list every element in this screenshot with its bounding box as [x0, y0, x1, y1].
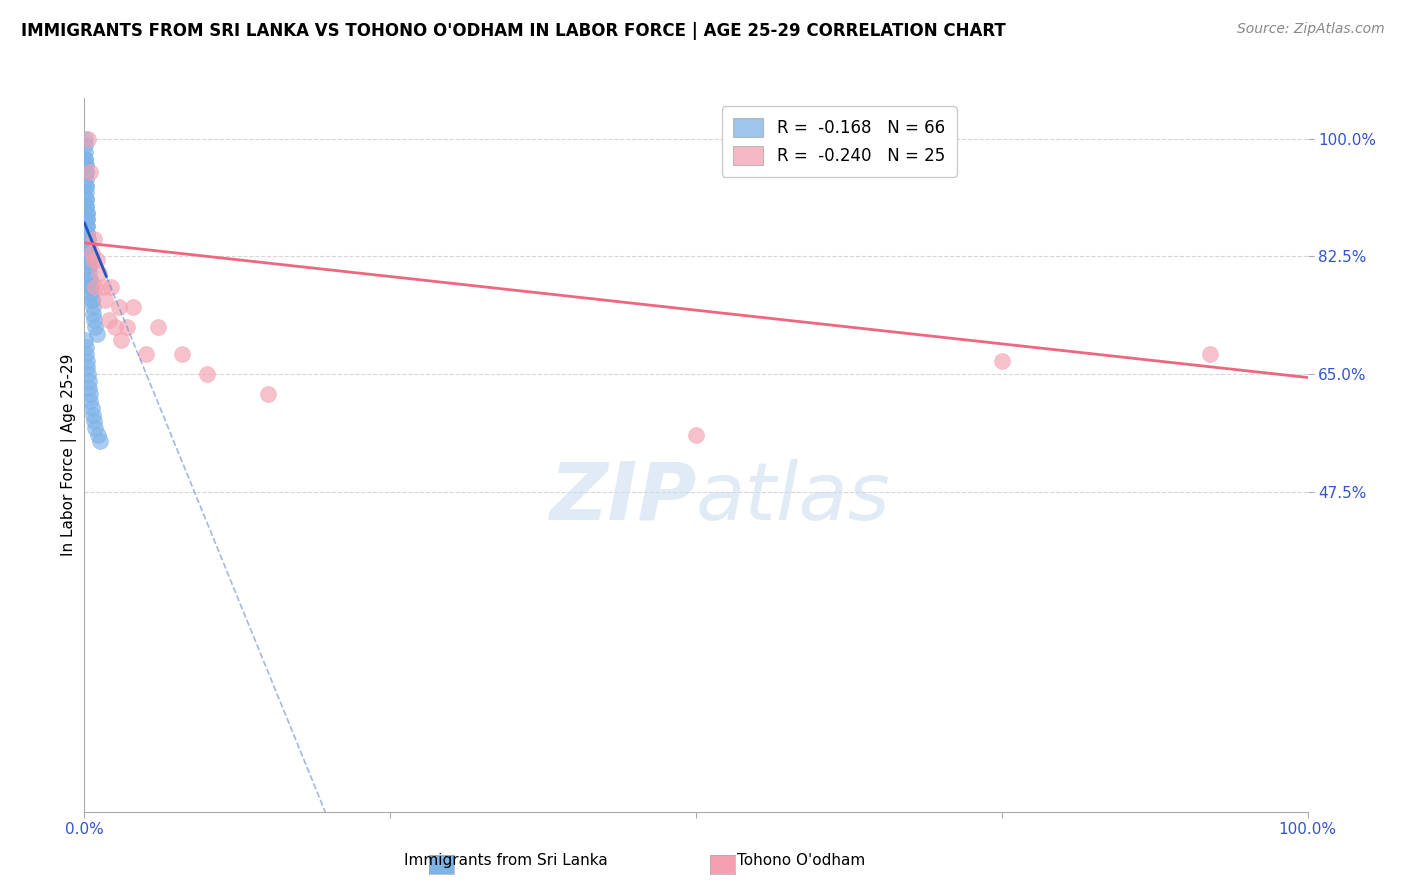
Point [84, 421, 107, 435]
Point [79, 273, 101, 287]
Point [75, 165, 97, 179]
Point [83, 414, 105, 428]
Point [75, 178, 97, 193]
Text: Immigrants from Sri Lanka: Immigrants from Sri Lanka [405, 854, 607, 868]
Point [75, 199, 97, 213]
Point [73, 145, 96, 159]
Point [77, 381, 100, 395]
Point [1198, 347, 1220, 361]
Point [91, 279, 114, 293]
Point [73, 131, 96, 145]
Point [80, 246, 103, 260]
Point [77, 260, 100, 274]
Point [75, 199, 97, 213]
Point [100, 279, 122, 293]
Point [75, 347, 97, 361]
Point [76, 205, 98, 219]
Point [172, 347, 194, 361]
Point [76, 360, 98, 375]
Point [990, 353, 1012, 368]
Point [83, 313, 105, 327]
Point [75, 192, 97, 206]
Point [76, 353, 98, 368]
Point [80, 286, 103, 301]
Point [75, 152, 97, 166]
Point [80, 401, 103, 415]
Point [77, 260, 100, 274]
Point [77, 232, 100, 246]
Point [75, 178, 97, 193]
Point [82, 408, 104, 422]
Point [75, 152, 97, 166]
Point [79, 273, 101, 287]
Point [195, 367, 218, 381]
Point [86, 326, 108, 341]
Text: Tohono O'odham: Tohono O'odham [737, 854, 866, 868]
Point [77, 252, 100, 267]
Point [76, 205, 98, 219]
Point [82, 307, 104, 321]
Point [82, 252, 104, 267]
Point [77, 239, 100, 253]
Point [79, 279, 101, 293]
Point [77, 246, 100, 260]
Point [94, 293, 117, 307]
Point [76, 232, 98, 246]
Point [77, 252, 100, 267]
Y-axis label: In Labor Force | Age 25-29: In Labor Force | Age 25-29 [62, 354, 77, 556]
Text: ZIP: ZIP [548, 458, 696, 537]
Point [80, 279, 103, 293]
Point [77, 239, 100, 253]
Legend: R =  -0.168   N = 66, R =  -0.240   N = 25: R = -0.168 N = 66, R = -0.240 N = 25 [721, 106, 956, 177]
Text: atlas: atlas [696, 458, 891, 537]
Point [75, 158, 97, 172]
Point [104, 320, 127, 334]
Point [76, 212, 98, 227]
Point [75, 158, 97, 172]
Point [75, 165, 97, 179]
Point [122, 300, 145, 314]
Point [76, 212, 98, 227]
Point [84, 279, 107, 293]
Point [79, 387, 101, 401]
Text: IMMIGRANTS FROM SRI LANKA VS TOHONO O'ODHAM IN LABOR FORCE | AGE 25-29 CORRELATI: IMMIGRANTS FROM SRI LANKA VS TOHONO O'OD… [21, 22, 1005, 40]
Point [73, 138, 96, 153]
Point [80, 293, 103, 307]
Point [110, 334, 132, 348]
Point [82, 300, 104, 314]
Point [76, 226, 98, 240]
Point [146, 320, 169, 334]
Point [257, 387, 280, 401]
Point [79, 165, 101, 179]
Point [77, 246, 100, 260]
Point [77, 252, 100, 267]
Point [75, 192, 97, 206]
Point [83, 232, 105, 246]
Point [97, 313, 120, 327]
Point [685, 427, 707, 442]
Point [76, 226, 98, 240]
Point [135, 347, 157, 361]
Point [107, 300, 129, 314]
Point [80, 293, 103, 307]
Point [89, 434, 111, 449]
Point [115, 320, 138, 334]
Point [87, 427, 110, 442]
Text: Source: ZipAtlas.com: Source: ZipAtlas.com [1237, 22, 1385, 37]
Point [77, 367, 100, 381]
Point [77, 131, 100, 145]
Point [73, 334, 96, 348]
Point [79, 394, 101, 409]
Point [86, 252, 108, 267]
Point [77, 374, 100, 388]
Point [76, 219, 98, 233]
Point [75, 186, 97, 200]
Point [76, 219, 98, 233]
Point [75, 340, 97, 354]
Point [75, 172, 97, 186]
Point [75, 158, 97, 172]
Point [84, 320, 107, 334]
Point [87, 266, 110, 280]
Point [79, 266, 101, 280]
